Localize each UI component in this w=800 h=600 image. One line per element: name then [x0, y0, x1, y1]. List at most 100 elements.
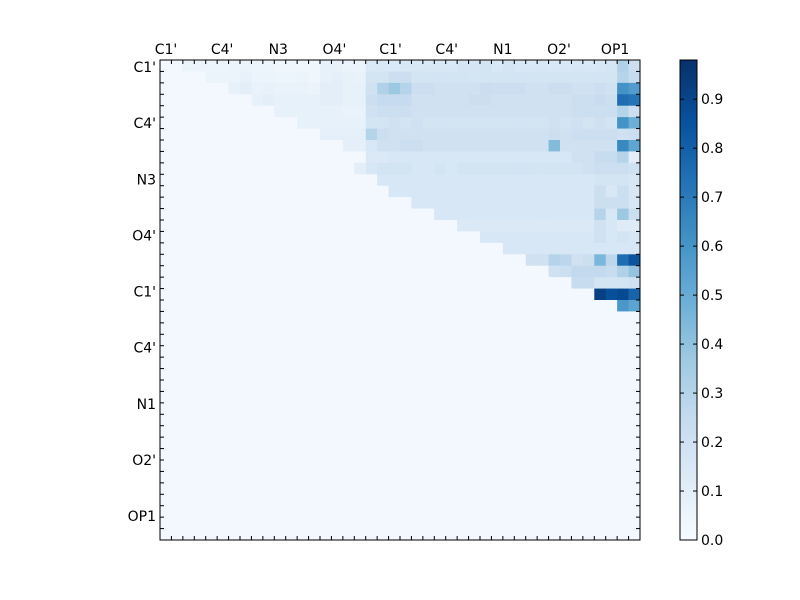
- heatmap-cell: [400, 288, 412, 301]
- heatmap-cell: [457, 174, 469, 187]
- heatmap-cell: [320, 265, 332, 278]
- heatmap-cell: [160, 71, 172, 84]
- heatmap-cell: [171, 334, 184, 347]
- heatmap-cell: [594, 71, 607, 84]
- heatmap-cell: [502, 128, 515, 141]
- heatmap-cell: [320, 517, 332, 529]
- heatmap-cell: [354, 94, 367, 107]
- heatmap-cell: [205, 311, 218, 324]
- heatmap-cell: [480, 437, 492, 449]
- heatmap-cell: [342, 208, 355, 221]
- heatmap-cell: [502, 277, 515, 289]
- heatmap-cell: [331, 471, 344, 484]
- heatmap-cell: [457, 82, 469, 95]
- heatmap-cell: [377, 345, 389, 358]
- heatmap-cell: [457, 357, 469, 369]
- heatmap-cell: [468, 162, 481, 175]
- heatmap-cell: [262, 368, 275, 381]
- heatmap-cell: [548, 471, 561, 484]
- heatmap-cell: [617, 220, 629, 232]
- heatmap-cell: [560, 322, 572, 335]
- heatmap-cell: [457, 185, 469, 198]
- heatmap-cell: [171, 94, 184, 107]
- heatmap-cell: [582, 231, 595, 244]
- heatmap-cell: [285, 254, 298, 267]
- heatmap-cell: [525, 94, 538, 107]
- heatmap-cell: [617, 414, 629, 427]
- heatmap-cell: [571, 185, 584, 198]
- heatmap-cell: [400, 162, 412, 175]
- heatmap-cell: [628, 448, 641, 461]
- heatmap-cell: [411, 380, 424, 392]
- heatmap-cell: [400, 437, 412, 449]
- heatmap-cell: [571, 231, 584, 244]
- heatmap-cell: [502, 300, 515, 312]
- heatmap-cell: [285, 482, 298, 495]
- heatmap-cell: [160, 94, 172, 107]
- heatmap-cell: [434, 368, 447, 381]
- heatmap-cell: [468, 425, 481, 438]
- heatmap-cell: [251, 288, 264, 301]
- heatmap-cell: [548, 277, 561, 289]
- heatmap-cell: [160, 380, 172, 392]
- heatmap-cell: [422, 448, 435, 461]
- heatmap-cell: [468, 151, 481, 164]
- heatmap-cell: [331, 368, 344, 381]
- heatmap-cell: [217, 117, 229, 129]
- heatmap-cell: [388, 208, 401, 221]
- heatmap-cell: [457, 208, 469, 221]
- heatmap-cell: [251, 437, 264, 449]
- heatmap-cell: [605, 414, 618, 427]
- heatmap-cell: [605, 254, 618, 267]
- heatmap-cell: [514, 528, 527, 541]
- heatmap-cell: [262, 71, 275, 84]
- heatmap-cell: [194, 437, 207, 449]
- heatmap-cell: [502, 288, 515, 301]
- heatmap-cell: [445, 380, 458, 392]
- heatmap-cell: [571, 494, 584, 507]
- heatmap-cell: [377, 208, 389, 221]
- heatmap-cell: [628, 71, 641, 84]
- heatmap-cell: [468, 288, 481, 301]
- heatmap-cell: [582, 494, 595, 507]
- heatmap-cell: [571, 528, 584, 541]
- heatmap-cell: [160, 277, 172, 289]
- heatmap-cell: [171, 322, 184, 335]
- heatmap-cell: [502, 482, 515, 495]
- heatmap-cell: [274, 380, 287, 392]
- heatmap-cell: [400, 71, 412, 84]
- heatmap-cell: [411, 357, 424, 369]
- heatmap-cell: [582, 242, 595, 255]
- heatmap-cell: [582, 128, 595, 141]
- heatmap-cell: [308, 482, 321, 495]
- heatmap-cell: [468, 345, 481, 358]
- heatmap-cell: [422, 151, 435, 164]
- heatmap-cell: [422, 471, 435, 484]
- heatmap-cell: [262, 391, 275, 404]
- heatmap-cell: [445, 220, 458, 232]
- heatmap-cell: [388, 242, 401, 255]
- heatmap-cell: [205, 162, 218, 175]
- heatmap-cell: [354, 277, 367, 289]
- heatmap-cell: [571, 482, 584, 495]
- y-tick-label: O2': [132, 453, 156, 469]
- heatmap-cell: [194, 460, 207, 472]
- heatmap-cell: [434, 197, 447, 209]
- heatmap-cell: [251, 197, 264, 209]
- heatmap-cell: [434, 391, 447, 404]
- heatmap-cell: [480, 334, 492, 347]
- heatmap-cell: [217, 482, 229, 495]
- heatmap-cell: [491, 105, 504, 118]
- heatmap-cell: [594, 322, 607, 335]
- heatmap-cell: [251, 471, 264, 484]
- heatmap-cell: [160, 528, 172, 541]
- heatmap-cell: [228, 71, 241, 84]
- heatmap-cell: [628, 174, 641, 187]
- heatmap-cell: [514, 288, 527, 301]
- heatmap-cell: [445, 391, 458, 404]
- heatmap-cell: [571, 265, 584, 278]
- heatmap-cell: [605, 437, 618, 449]
- heatmap-cell: [605, 425, 618, 438]
- heatmap-cell: [377, 334, 389, 347]
- heatmap-cell: [354, 391, 367, 404]
